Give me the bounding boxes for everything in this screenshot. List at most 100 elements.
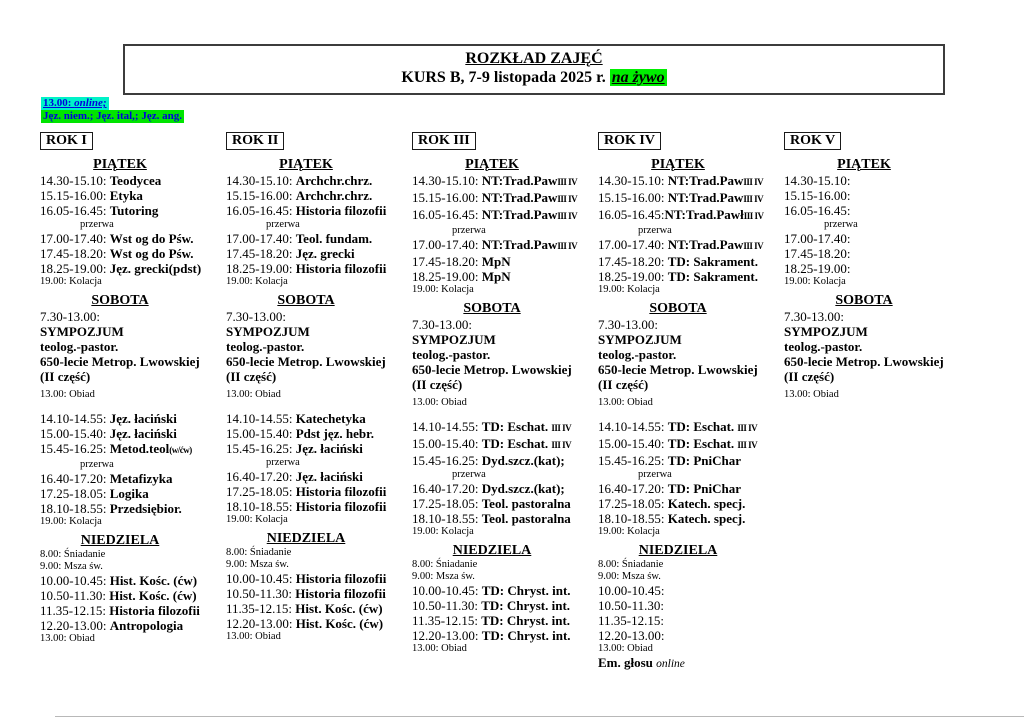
entry-time: 11.35-12.15: xyxy=(412,613,482,628)
entry-time: 16.40-17.20: xyxy=(598,481,668,496)
entry-time: 18.25-19.00: xyxy=(784,261,851,276)
entry-course: MpN xyxy=(481,269,511,284)
entry-course: NT:Trad.Paw xyxy=(481,207,558,222)
entry-course: Historia filozofii xyxy=(295,261,387,276)
entry-time: 15.15-16.00: xyxy=(784,188,851,203)
entry-time: 14.10-14.55: xyxy=(40,411,110,426)
aux-line: 13.00: Obiad xyxy=(226,389,281,400)
day-header-label: PIĄTEK xyxy=(837,157,891,172)
schedule-entry: 11.35-12.15: Hist. Kośc. (ćw) xyxy=(226,601,412,616)
aux-line: 13.00: Obiad xyxy=(226,631,281,642)
schedule-entry: 15.45-16.25: Dyd.szcz.(kat); xyxy=(412,453,598,468)
entry-time: 10.50-11.30: xyxy=(226,586,296,601)
schedule-entry: 15.15-16.00: Etyka xyxy=(40,188,226,203)
entry-time: 17.00-17.40: xyxy=(412,237,482,252)
entry-time: 17.25-18.05: xyxy=(412,496,482,511)
entry-time: 16.05-16.45: xyxy=(40,203,110,218)
entry-time: 15.45-16.25: xyxy=(412,453,482,468)
aux-line: 13.00: Obiad xyxy=(412,643,467,654)
aux-line: 19.00: Kolacja xyxy=(412,284,474,295)
aux-line: 19.00: Kolacja xyxy=(226,276,288,287)
column-rok-ii: ROK II PIĄTEK 14.30-15.10: Archchr.chrz. 15… xyxy=(226,131,412,672)
entry-time: 18.10-18.55: xyxy=(40,501,110,516)
break-line: przerwa xyxy=(638,469,672,480)
entry-course: Wst og do Pśw. xyxy=(109,231,194,246)
schedule-entry: 14.30-15.10: NT:Trad.PawIII IV xyxy=(412,173,598,190)
entry-course: Historia filozofii xyxy=(295,586,386,601)
schedule-entry: 14.10-14.55: Jęz. łaciński xyxy=(40,411,226,426)
entry-course: Jęz. łaciński xyxy=(109,411,177,426)
online-note-word: online; xyxy=(74,97,107,109)
entry-time: 17.45-18.20: xyxy=(412,254,482,269)
schedule-entry: 14.30-15.10: NT:Trad.PawIII IV xyxy=(598,173,784,190)
schedule-entry: 18.10-18.55: Historia filozofii xyxy=(226,499,412,514)
symposium-line: 650-lecie Metrop. Lwowskiej xyxy=(598,362,758,377)
aux-line: 9.00: Msza św. xyxy=(412,571,475,582)
entry-time: 16.40-17.20: xyxy=(226,469,296,484)
aux-line: 19.00: Kolacja xyxy=(226,514,288,525)
entry-time: 15.45-16.25: xyxy=(226,441,296,456)
break-line: przerwa xyxy=(452,225,486,236)
entry-course: Katech. specj. xyxy=(667,496,746,511)
symposium-line: teolog.-pastor. xyxy=(412,347,491,362)
schedule-entry: 18.10-18.55: Teol. pastoralna xyxy=(412,511,598,526)
aux-line: 19.00: Kolacja xyxy=(40,516,102,527)
entry-time: 16.40-17.20: xyxy=(412,481,482,496)
schedule-entry: 17.45-18.20: Wst og do Pśw. xyxy=(40,246,226,261)
day-header-label: PIĄTEK xyxy=(93,157,147,172)
entry-course: Hist. Kośc. (ćw) xyxy=(295,616,384,631)
schedule-entry: 15.15-16.00: NT:Trad.PawIII IV xyxy=(598,190,784,207)
aux-line: 19.00: Kolacja xyxy=(784,276,846,287)
symposium-line: SYMPOZJUM xyxy=(598,332,682,347)
schedule-entry: 10.50-11.30: Historia filozofii xyxy=(226,586,412,601)
schedule-entry: 16.05-16.45: NT:Trad.PawIII IV xyxy=(412,207,598,224)
schedule-entry: 18.10-18.55: Katech. specj. xyxy=(598,511,784,526)
entry-time: 11.35-12.15: xyxy=(40,603,110,618)
day-header-label: PIĄTEK xyxy=(651,157,705,172)
entry-course: Metod.teol xyxy=(109,441,170,456)
entry-course: MpN xyxy=(481,254,511,269)
entry-time: 15.15-16.00: xyxy=(226,188,296,203)
entry-course: TD: Chryst. int. xyxy=(481,613,571,628)
entry-course: TD: Eschat. xyxy=(667,436,738,451)
rok-header: ROK I xyxy=(40,132,93,150)
schedule-entry: 16.40-17.20: TD: PniChar xyxy=(598,481,784,496)
entry-course: Historia filozofii xyxy=(109,603,200,618)
schedule-entry: 14.10-14.55: Katechetyka xyxy=(226,411,412,426)
day-header-label: NIEDZIELA xyxy=(638,543,718,558)
day-header: PIĄTEK xyxy=(226,157,386,173)
schedule-entry: 18.25-19.00: TD: Sakrament. xyxy=(598,269,784,284)
entry-course-suffix: III IV xyxy=(737,440,758,450)
schedule-entry: 10.50-11.30: Hist. Kośc. (ćw) xyxy=(40,588,226,603)
entry-course: Jęz. grecki(pdst) xyxy=(109,261,202,276)
entry-time: 15.00-15.40: xyxy=(598,436,668,451)
aux-line: 13.00: Obiad xyxy=(598,643,653,654)
day-header: SOBOTA xyxy=(412,301,572,317)
entry-course-suffix: III IV xyxy=(743,177,764,187)
schedule-entry: 16.05-16.45: Historia filozofii xyxy=(226,203,412,218)
entry-course-suffix: III IV xyxy=(737,423,758,433)
rok-header: ROK IV xyxy=(598,132,661,150)
schedule-entry: 15.15-16.00: NT:Trad.PawIII IV xyxy=(412,190,598,207)
symposium-line: SYMPOZJUM xyxy=(40,324,124,339)
schedule-entry: 10.00-10.45: xyxy=(598,583,784,598)
entry-time: 18.25-19.00: xyxy=(598,269,668,284)
entry-time: 10.50-11.30: xyxy=(598,598,664,613)
entry-time: 18.25-19.00: xyxy=(226,261,296,276)
entry-course: Logika xyxy=(109,486,149,501)
entry-course: Teol. pastoralna xyxy=(481,496,571,511)
schedule-entry: 18.25-19.00: Jęz. grecki(pdst) xyxy=(40,261,226,276)
break-line: przerwa xyxy=(638,225,672,236)
entry-course: TD: Chryst. int. xyxy=(481,583,571,598)
schedule-header-box: ROZKŁAD ZAJĘĆ KURS B, 7-9 listopada 2025… xyxy=(123,44,945,95)
entry-time: 10.50-11.30: xyxy=(412,598,482,613)
aux-line: 8.00: Śniadanie xyxy=(598,559,664,570)
schedule-entry: 17.45-18.20: xyxy=(784,246,970,261)
day-header-label: SOBOTA xyxy=(277,293,335,308)
day-header-label: PIĄTEK xyxy=(465,157,519,172)
entry-time: 17.00-17.40: xyxy=(784,231,851,246)
entry-course-suffix: III IV xyxy=(743,241,764,251)
time-range-line: 7.30-13.00: xyxy=(40,309,100,324)
day-header: PIĄTEK xyxy=(784,157,944,173)
aux-line: 13.00: Obiad xyxy=(40,389,95,400)
